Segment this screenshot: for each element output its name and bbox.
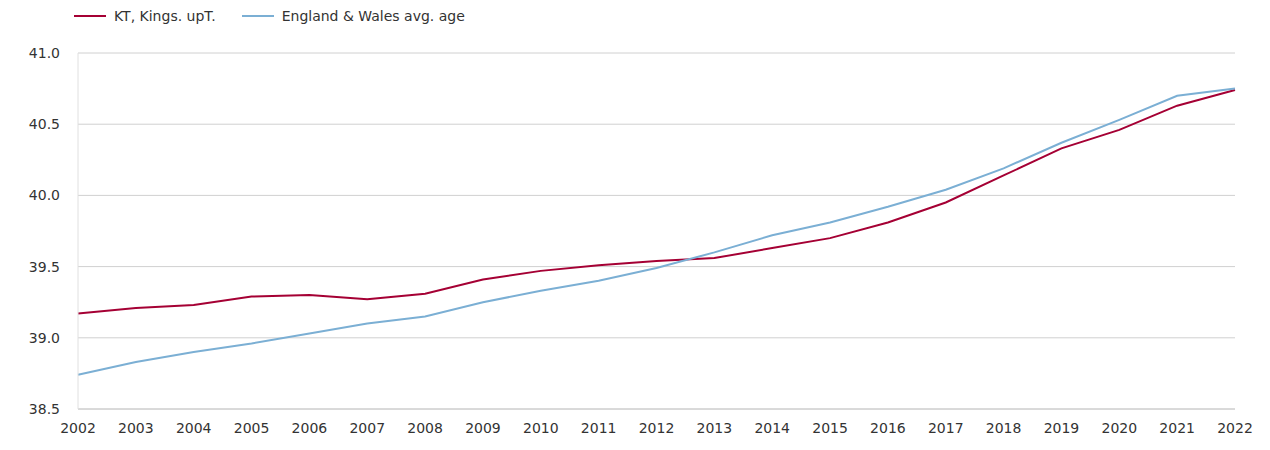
svg-text:2005: 2005: [234, 420, 270, 436]
svg-text:2002: 2002: [60, 420, 96, 436]
svg-text:2004: 2004: [176, 420, 212, 436]
svg-text:2022: 2022: [1217, 420, 1253, 436]
svg-text:2018: 2018: [986, 420, 1022, 436]
svg-text:2016: 2016: [870, 420, 906, 436]
svg-text:2020: 2020: [1101, 420, 1137, 436]
svg-text:2006: 2006: [292, 420, 328, 436]
svg-text:2014: 2014: [754, 420, 790, 436]
svg-text:2007: 2007: [349, 420, 385, 436]
svg-text:38.5: 38.5: [29, 401, 60, 417]
svg-text:2008: 2008: [407, 420, 443, 436]
svg-text:40.0: 40.0: [29, 187, 60, 203]
svg-text:39.5: 39.5: [29, 259, 60, 275]
svg-text:40.5: 40.5: [29, 116, 60, 132]
svg-text:2009: 2009: [465, 420, 501, 436]
svg-text:2003: 2003: [118, 420, 154, 436]
svg-text:2021: 2021: [1159, 420, 1195, 436]
svg-text:2015: 2015: [812, 420, 848, 436]
svg-text:2011: 2011: [581, 420, 617, 436]
svg-text:39.0: 39.0: [29, 330, 60, 346]
svg-text:2017: 2017: [928, 420, 964, 436]
svg-text:41.0: 41.0: [29, 45, 60, 61]
svg-text:2019: 2019: [1044, 420, 1080, 436]
svg-text:2010: 2010: [523, 420, 559, 436]
svg-text:2013: 2013: [697, 420, 733, 436]
svg-text:2012: 2012: [639, 420, 675, 436]
html-text:KT, Kings. upT.: KT, Kings. upT.: [114, 8, 216, 24]
html-text:England & Wales avg. age: England & Wales avg. age: [281, 8, 465, 24]
